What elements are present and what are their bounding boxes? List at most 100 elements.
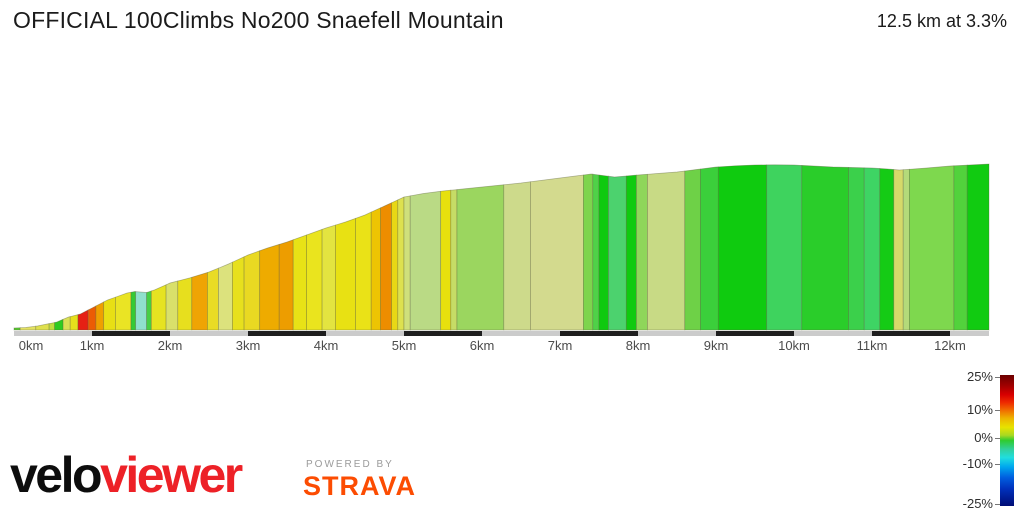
gradient-segment <box>391 199 399 331</box>
gradient-segment <box>530 174 584 331</box>
gradient-segment <box>232 256 245 331</box>
legend-label: -25% <box>962 496 993 511</box>
page-title: OFFICIAL 100Climbs No200 Snaefell Mounta… <box>13 7 504 33</box>
legend-tick <box>995 438 1000 439</box>
gradient-segment <box>848 167 865 331</box>
gradient-segment <box>503 181 531 331</box>
gradient-segment <box>135 291 147 331</box>
veloviewer-logo: veloviewer <box>10 446 243 504</box>
gradient-segment <box>717 164 768 331</box>
distance-strip-segment <box>716 331 794 336</box>
gradient-segment <box>177 276 193 331</box>
gradient-segment <box>636 173 648 331</box>
gradient-segment <box>893 169 904 331</box>
gradient-segment <box>625 174 637 331</box>
distance-strip-segment <box>170 331 248 336</box>
gradient-segment <box>62 316 71 331</box>
gradient-segment <box>278 239 294 331</box>
gradient-segment <box>321 224 336 331</box>
gradient-segment <box>403 195 411 331</box>
gradient-segment <box>608 175 627 331</box>
gradient-segment <box>243 250 261 331</box>
distance-strip-segment <box>872 331 950 336</box>
gradient-segment <box>647 170 686 331</box>
gradient-segment <box>598 174 609 331</box>
gradient-segment <box>103 296 116 331</box>
gradient-segment <box>397 196 405 331</box>
legend-tick <box>995 410 1000 411</box>
gradient-segment <box>879 168 895 331</box>
gradient-segment <box>218 261 233 331</box>
gradient-segment <box>54 318 64 331</box>
gradient-segment <box>700 166 719 331</box>
veloviewer-logo-velo: velo <box>10 447 103 503</box>
x-axis-label: 6km <box>469 338 495 353</box>
gradient-segment <box>456 184 505 331</box>
distance-strip-segment <box>950 331 989 336</box>
climb-summary: 12.5 km at 3.3% <box>876 11 1007 31</box>
x-axis-label: 8km <box>625 338 651 353</box>
x-axis-label: 2km <box>157 338 183 353</box>
gradient-segment <box>292 234 307 331</box>
x-axis-label: 9km <box>703 338 729 353</box>
gradient-segment <box>115 291 132 331</box>
x-axis-label: 0km <box>18 338 44 353</box>
gradient-segment <box>450 189 458 331</box>
gradient-segment <box>95 301 105 331</box>
gradient-segment <box>207 267 219 331</box>
gradient-segment <box>592 173 600 331</box>
legend-tick <box>995 464 1000 465</box>
distance-strip-segment <box>482 331 560 336</box>
distance-strip-segment <box>14 331 92 336</box>
gradient-segment <box>863 167 881 331</box>
distance-strip-segment <box>248 331 326 336</box>
gradient-segment <box>902 168 910 331</box>
distance-strip-segment <box>560 331 638 336</box>
gradient-segment <box>966 163 990 331</box>
distance-strip-segment <box>794 331 872 336</box>
veloviewer-logo-viewer: viewer <box>100 447 243 503</box>
distance-strip-segment <box>326 331 404 336</box>
x-axis-label: 7km <box>547 338 573 353</box>
legend-label: 0% <box>974 430 993 445</box>
legend-label: 10% <box>966 402 993 417</box>
gradient-segment <box>684 168 701 331</box>
gradient-segment <box>87 305 97 331</box>
x-axis-label: 5km <box>391 338 417 353</box>
gradient-segment <box>13 327 21 331</box>
gradient-segment <box>19 325 37 331</box>
x-axis-label: 12km <box>934 338 966 353</box>
gradient-segment <box>380 202 392 331</box>
x-axis-label: 11km <box>856 338 888 353</box>
gradient-segment <box>370 207 381 331</box>
gradient-segment <box>766 164 803 331</box>
gradient-segment <box>335 217 356 331</box>
gradient-segment <box>69 314 79 331</box>
distance-strip-segment <box>92 331 170 336</box>
legend-tick <box>995 377 1000 378</box>
powered-by-label: POWERED BY <box>306 459 394 470</box>
gradient-segment <box>146 290 152 331</box>
distance-strip-segment <box>638 331 716 336</box>
gradient-segment <box>77 309 89 331</box>
x-axis-label: 3km <box>235 338 261 353</box>
gradient-segment <box>130 291 137 331</box>
x-axis-label: 1km <box>79 338 105 353</box>
gradient-segment <box>35 323 50 331</box>
gradient-legend-bar <box>1000 375 1014 506</box>
gradient-segment <box>409 190 442 331</box>
strava-logo: STRAVA <box>303 471 416 501</box>
gradient-segment <box>953 164 968 331</box>
gradient-segment <box>150 284 167 331</box>
legend-tick <box>995 504 1000 505</box>
gradient-segment <box>306 228 323 331</box>
gradient-segment <box>801 165 849 331</box>
gradient-segment <box>48 322 55 331</box>
distance-strip-segment <box>404 331 482 336</box>
legend-label: 25% <box>966 369 993 384</box>
gradient-segment <box>583 173 594 331</box>
gradient-segment <box>259 243 280 331</box>
gradient-segment <box>440 189 452 331</box>
x-axis-label: 4km <box>313 338 339 353</box>
